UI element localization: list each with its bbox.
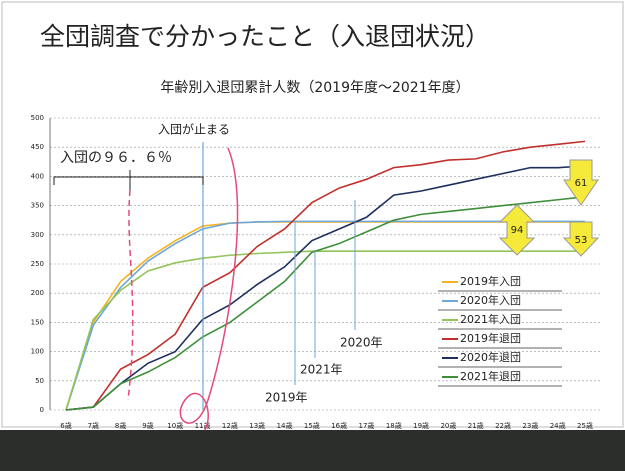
annotation: 61: [575, 178, 588, 189]
x-tick-label: 24歳: [550, 421, 566, 430]
x-tick-label: 22歳: [495, 421, 511, 430]
annotation: 53: [575, 235, 588, 246]
annotation: 2019年: [265, 391, 308, 405]
x-tick-label: 11歳: [195, 421, 211, 430]
annotation: 入団の９６．６％: [60, 150, 172, 166]
x-tick-label: 7歳: [88, 421, 99, 430]
series-line: [65, 140, 586, 411]
y-tick-label: 400: [31, 172, 44, 180]
x-tick-label: 12歳: [222, 421, 238, 430]
hand-mark: [179, 147, 239, 431]
series-line: [65, 196, 586, 411]
x-tick-label: 14歳: [277, 421, 293, 430]
bracket: [53, 176, 204, 185]
series-line: [65, 250, 585, 411]
annotation: 入団が止まる: [158, 122, 230, 137]
legend-label: 2021年退団: [460, 369, 521, 383]
y-tick-label: 300: [31, 231, 44, 239]
y-tick-label: 100: [31, 348, 44, 356]
y-tick-label: 200: [31, 289, 44, 297]
x-tick-label: 17歳: [359, 421, 375, 430]
x-tick-label: 21歳: [468, 421, 484, 430]
plot: 0 50 100 150 200 250 300 350 400 450 500 6歳 7歳 8歳 9歳 10…: [31, 114, 600, 430]
legend-label: 2020年入団: [460, 293, 521, 307]
x-tick-label: 16歳: [331, 421, 347, 430]
x-tick-label: 19歳: [413, 421, 429, 430]
legend-label: 2020年退団: [460, 350, 521, 364]
diff-arrow: [563, 159, 599, 206]
legend-label: 2021年入団: [460, 312, 521, 326]
y-tick-label: 350: [31, 202, 44, 210]
y-tick-label: 250: [31, 260, 44, 268]
page-title: 全団調査で分かったこと（入退団状況）: [40, 22, 490, 51]
y-tick-label: 450: [31, 143, 44, 151]
x-tick-label: 25歳: [577, 421, 593, 430]
x-tick-label: 9歳: [142, 421, 153, 430]
legend-label: 2019年退団: [460, 331, 521, 345]
x-tick-label: 6歳: [60, 421, 71, 430]
annotation: 94: [511, 225, 524, 236]
y-tick-label: 0: [40, 406, 44, 414]
diff-arrow: [562, 221, 600, 257]
series-line: [65, 165, 586, 411]
y-tick-label: 50: [35, 377, 44, 385]
x-tick-label: 10歳: [167, 421, 183, 430]
x-tick-label: 15歳: [304, 421, 320, 430]
diff-arrow: [498, 204, 536, 256]
x-tick-label: 8歳: [115, 421, 126, 430]
y-tick-label: 500: [31, 114, 44, 122]
series-line: [65, 220, 585, 411]
slide-frame: [1, 1, 624, 428]
x-tick-label: 20歳: [440, 421, 456, 430]
y-tick-label: 150: [31, 318, 44, 326]
annotation: 2020年: [340, 336, 383, 350]
x-tick-label: 18歳: [386, 421, 402, 430]
x-tick-label: 13歳: [249, 421, 265, 430]
bottom-band: [0, 430, 625, 471]
x-tick-label: 23歳: [522, 421, 538, 430]
hand-mark: [127, 189, 134, 401]
annotation: 2021年: [300, 363, 343, 377]
chart-title: 年齢別入退団累計人数（2019年度～2021年度）: [160, 80, 469, 96]
legend-label: 2019年入団: [460, 274, 521, 288]
